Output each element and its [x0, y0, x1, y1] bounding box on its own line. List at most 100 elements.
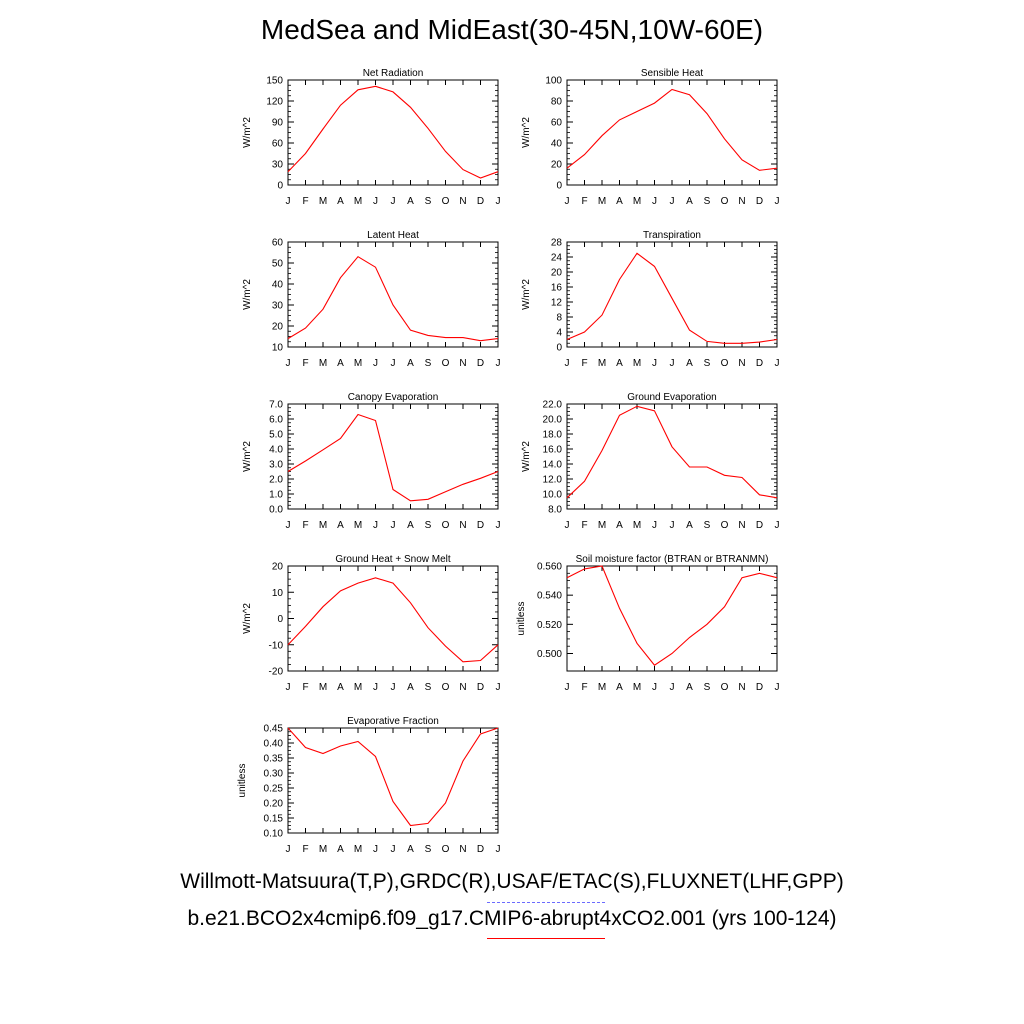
x-tick-label: J	[373, 358, 378, 369]
y-tick-label: 8.0	[548, 505, 562, 516]
y-tick-label: 24	[551, 253, 563, 264]
x-tick-label: A	[337, 196, 344, 207]
x-tick-label: N	[459, 196, 466, 207]
panel-title: Ground Evaporation	[627, 392, 717, 403]
x-tick-label: A	[616, 196, 623, 207]
x-tick-label: S	[425, 844, 432, 855]
y-axis-label: W/m^2	[242, 603, 253, 634]
series-line-1	[287, 727, 499, 827]
y-tick-label: 150	[266, 76, 283, 87]
y-tick-label: 0.540	[537, 591, 562, 602]
y-tick-label: 30	[272, 160, 284, 171]
panel-title: Latent Heat	[367, 230, 419, 241]
x-tick-label: F	[581, 682, 587, 693]
x-tick-label: J	[373, 520, 378, 531]
x-tick-label: O	[442, 196, 450, 207]
y-tick-label: 0.45	[264, 724, 284, 735]
x-tick-label: F	[302, 682, 308, 693]
y-tick-label: 4	[556, 328, 562, 339]
x-tick-label: N	[459, 682, 466, 693]
x-tick-label: J	[496, 682, 501, 693]
x-tick-label: M	[319, 520, 327, 531]
y-tick-label: 0	[556, 181, 562, 192]
x-tick-label: J	[670, 358, 675, 369]
x-tick-label: O	[442, 844, 450, 855]
x-tick-label: M	[319, 682, 327, 693]
x-tick-label: M	[354, 520, 362, 531]
x-tick-label: D	[477, 196, 484, 207]
series-line-1	[287, 85, 499, 179]
series-line-1	[566, 88, 778, 171]
x-tick-label: F	[302, 358, 308, 369]
y-tick-label: 5.0	[269, 430, 283, 441]
y-tick-label: 12.0	[543, 475, 563, 486]
x-tick-label: O	[442, 358, 450, 369]
plot-frame	[566, 565, 778, 672]
x-tick-label: M	[354, 844, 362, 855]
x-tick-label: A	[407, 196, 414, 207]
x-tick-label: N	[738, 520, 745, 531]
x-tick-label: N	[459, 520, 466, 531]
panel-title: Transpiration	[643, 230, 701, 241]
y-tick-label: 0.0	[269, 505, 283, 516]
y-axis-label: unitless	[237, 764, 248, 798]
x-tick-label: D	[756, 196, 763, 207]
x-tick-label: J	[565, 520, 570, 531]
x-tick-label: M	[319, 196, 327, 207]
series-line-1	[566, 565, 778, 666]
panel-title: Net Radiation	[363, 68, 424, 79]
x-tick-label: O	[721, 682, 729, 693]
x-tick-label: S	[425, 196, 432, 207]
series-line-1	[287, 255, 499, 342]
y-tick-label: 50	[272, 259, 284, 270]
x-tick-label: A	[407, 844, 414, 855]
y-tick-label: 22.0	[543, 400, 563, 411]
plot-frame	[287, 241, 499, 348]
y-tick-label: 8	[556, 313, 562, 324]
y-tick-label: 20.0	[543, 415, 563, 426]
x-tick-label: J	[391, 844, 396, 855]
x-tick-label: S	[425, 520, 432, 531]
x-tick-label: F	[581, 358, 587, 369]
series-line-1	[287, 577, 499, 663]
y-tick-label: 40	[272, 280, 284, 291]
x-tick-label: O	[721, 196, 729, 207]
x-tick-label: S	[425, 682, 432, 693]
x-tick-label: M	[319, 844, 327, 855]
x-tick-label: D	[477, 520, 484, 531]
x-tick-label: A	[686, 520, 693, 531]
y-tick-label: 0.520	[537, 620, 562, 631]
series-line-1	[287, 413, 499, 502]
x-tick-label: J	[775, 520, 780, 531]
y-tick-label: 10	[272, 588, 284, 599]
y-tick-label: 80	[551, 97, 563, 108]
x-tick-label: J	[391, 196, 396, 207]
x-tick-label: J	[391, 358, 396, 369]
y-tick-label: 16.0	[543, 445, 563, 456]
x-tick-label: J	[286, 844, 291, 855]
x-tick-label: O	[442, 682, 450, 693]
x-tick-label: M	[598, 358, 606, 369]
x-tick-label: O	[721, 358, 729, 369]
x-tick-label: J	[373, 844, 378, 855]
x-tick-label: F	[302, 520, 308, 531]
y-tick-label: 0.500	[537, 649, 562, 660]
plot-frame	[566, 79, 778, 186]
y-tick-label: 120	[266, 97, 283, 108]
plot-frame	[287, 727, 499, 834]
x-tick-label: S	[425, 358, 432, 369]
x-tick-label: J	[496, 358, 501, 369]
x-tick-label: O	[442, 520, 450, 531]
x-tick-label: M	[598, 520, 606, 531]
y-tick-label: 60	[551, 118, 563, 129]
panel-8: Soil moisture factor (BTRAN or BTRANMN) J…	[516, 554, 780, 693]
x-tick-label: M	[633, 682, 641, 693]
y-tick-label: 10	[272, 343, 284, 354]
x-tick-label: M	[354, 682, 362, 693]
y-tick-label: 90	[272, 118, 284, 129]
series-line-1	[566, 405, 778, 499]
x-tick-label: A	[337, 520, 344, 531]
y-tick-label: 0.15	[264, 814, 284, 825]
